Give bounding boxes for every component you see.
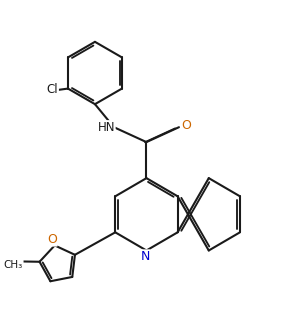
Text: O: O bbox=[47, 233, 57, 246]
Text: HN: HN bbox=[98, 121, 115, 134]
Text: N: N bbox=[140, 250, 150, 263]
Text: Cl: Cl bbox=[47, 84, 58, 96]
Text: CH₃: CH₃ bbox=[4, 260, 23, 270]
Text: O: O bbox=[181, 119, 191, 132]
